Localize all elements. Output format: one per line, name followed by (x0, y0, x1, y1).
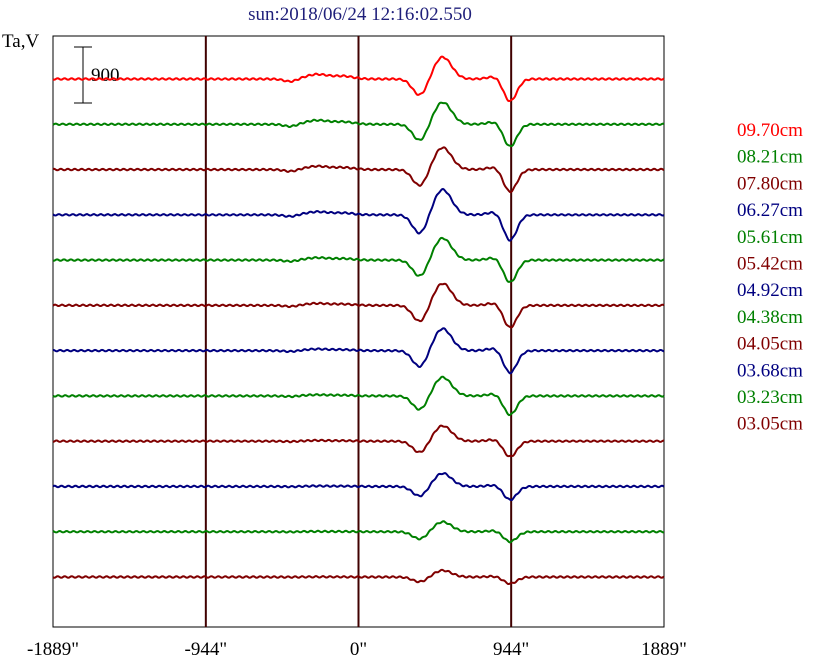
legend: 09.70cm 08.21cm 07.80cm 06.27cm 05.61cm 05.42… (737, 120, 803, 435)
series-line (52, 146, 665, 194)
legend-entry: 08.21cm (737, 147, 803, 168)
legend-entry: 09.70cm (737, 120, 803, 141)
scale-bar-label: 900 (91, 65, 120, 86)
legend-entry: 04.92cm (737, 280, 803, 301)
chart-title: sun:2018/06/24 12:16:02.550 (248, 4, 472, 25)
legend-entry: 07.80cm (737, 173, 803, 194)
scale-bar: 900 (74, 46, 120, 104)
series-line (52, 472, 665, 502)
x-tick-labels: -1889" -944" 0" 944" 1889" (27, 639, 687, 660)
legend-entry: 05.42cm (737, 254, 803, 275)
series-group (52, 55, 665, 585)
series-line (53, 236, 665, 283)
series-line (52, 187, 665, 242)
x-tick-label: -944" (185, 639, 228, 660)
x-tick-label: 0" (350, 639, 367, 660)
vertical-reference-lines (204, 36, 513, 627)
x-tick-label: 1889" (641, 639, 687, 660)
y-axis-label: Ta,V (2, 31, 39, 52)
legend-entry: 03.05cm (737, 414, 803, 435)
legend-entry: 06.27cm (737, 200, 803, 221)
series-line (52, 55, 665, 103)
legend-entry: 05.61cm (737, 227, 803, 248)
series-line (52, 375, 665, 417)
series-line (52, 568, 665, 585)
series-line (52, 520, 664, 544)
x-tick-label: -1889" (27, 639, 79, 660)
legend-entry: 03.23cm (737, 387, 803, 408)
series-line (52, 282, 665, 329)
series-line (52, 101, 665, 148)
legend-entry: 04.05cm (737, 334, 803, 355)
series-line (52, 327, 665, 375)
x-tick-label: 944" (493, 639, 529, 660)
series-line (52, 424, 665, 458)
legend-entry: 03.68cm (737, 360, 803, 381)
legend-entry: 04.38cm (737, 307, 803, 328)
